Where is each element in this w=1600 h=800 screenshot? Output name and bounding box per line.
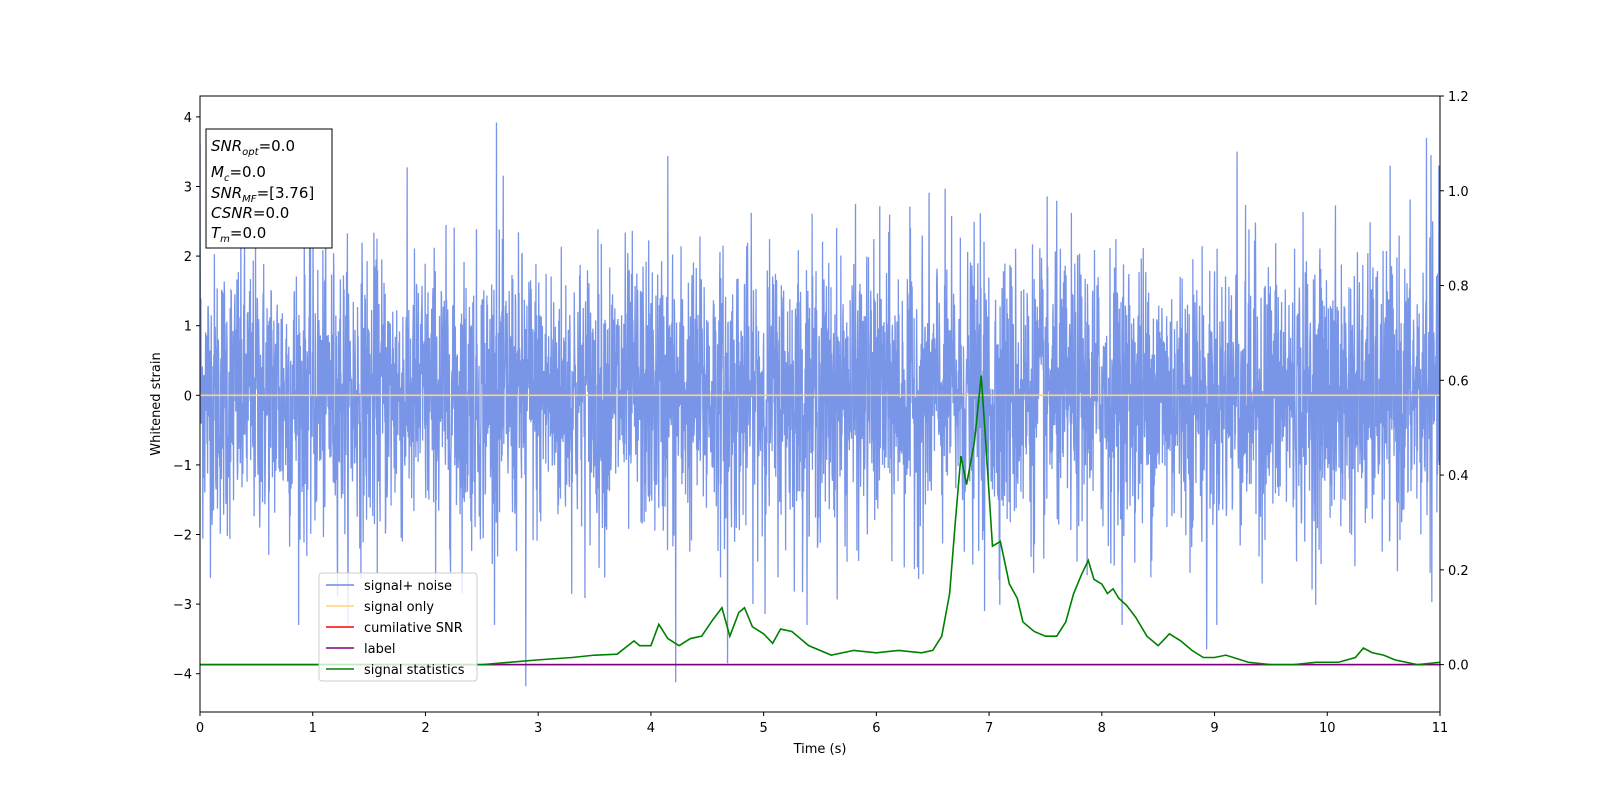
signal-noise-line xyxy=(200,122,1440,687)
signal-statistics-line xyxy=(200,375,1440,666)
y2-tick-label: 0.2 xyxy=(1448,564,1469,579)
x-tick-label: 10 xyxy=(1319,721,1336,736)
info-snr-opt: SNRopt=0.0 xyxy=(211,137,295,158)
x-tick-label: 0 xyxy=(196,721,204,736)
x-tick-label: 8 xyxy=(1098,721,1106,736)
y-tick-label: −3 xyxy=(173,598,192,613)
x-tick-label: 6 xyxy=(872,721,880,736)
info-tm: Tm=0.0 xyxy=(211,224,266,245)
legend-label-label: label xyxy=(364,642,395,657)
y-tick-label: 0 xyxy=(184,389,192,404)
info-snr-mf: SNRMF=[3.76] xyxy=(211,184,314,205)
y2-tick-label: 1.0 xyxy=(1448,185,1469,200)
legend-label-signal-noise: signal+ noise xyxy=(364,579,452,594)
y-tick-label: 4 xyxy=(184,111,192,126)
y2-tick-label: 0.4 xyxy=(1448,469,1469,484)
y2-tick-label: 0.0 xyxy=(1448,659,1469,674)
legend-frame xyxy=(318,572,478,682)
x-tick-label: 3 xyxy=(534,721,542,736)
legend-label-cumilative-snr: cumilative SNR xyxy=(364,621,463,636)
series-signal-noise xyxy=(200,122,1440,687)
x-tick-label: 5 xyxy=(759,721,767,736)
y-axis-label: Whitened strain xyxy=(149,352,164,455)
y-tick-label: 3 xyxy=(184,180,192,195)
info-box: SNRopt=0.0 Mc=0.0 SNRMF=[3.76] CSNR=0.0 … xyxy=(205,128,333,249)
x-axis-label: Time (s) xyxy=(793,742,847,757)
x-tick-label: 2 xyxy=(421,721,429,736)
info-csnr: CSNR=0.0 xyxy=(211,204,289,222)
x-axis: 0 1 2 3 4 5 6 7 8 9 10 11 xyxy=(196,712,1448,736)
y2-tick-label: 0.6 xyxy=(1448,374,1469,389)
x-tick-label: 1 xyxy=(309,721,317,736)
y-axis-left: −4 −3 −2 −1 0 1 2 3 4 xyxy=(173,111,200,683)
x-tick-label: 11 xyxy=(1432,721,1449,736)
y2-tick-label: 1.2 xyxy=(1448,90,1469,105)
legend-label-signal-only: signal only xyxy=(364,600,434,615)
y-tick-label: −2 xyxy=(173,529,192,544)
info-box-frame xyxy=(205,128,333,249)
legend-label-signal-statistics: signal statistics xyxy=(364,663,465,678)
y-tick-label: 1 xyxy=(184,320,192,335)
y-tick-label: −4 xyxy=(173,668,192,683)
y-tick-label: 2 xyxy=(184,250,192,265)
x-tick-label: 9 xyxy=(1210,721,1218,736)
x-tick-label: 4 xyxy=(647,721,655,736)
y-tick-label: −1 xyxy=(173,459,192,474)
info-mc: Mc=0.0 xyxy=(211,163,266,184)
plot-frame xyxy=(199,95,1441,713)
y-axis-right: 0.0 0.2 0.4 0.6 0.8 1.0 1.2 xyxy=(1440,90,1469,674)
y2-tick-label: 0.8 xyxy=(1448,280,1469,295)
legend: signal+ noise signal only cumilative SNR… xyxy=(318,572,478,682)
x-tick-label: 7 xyxy=(985,721,993,736)
